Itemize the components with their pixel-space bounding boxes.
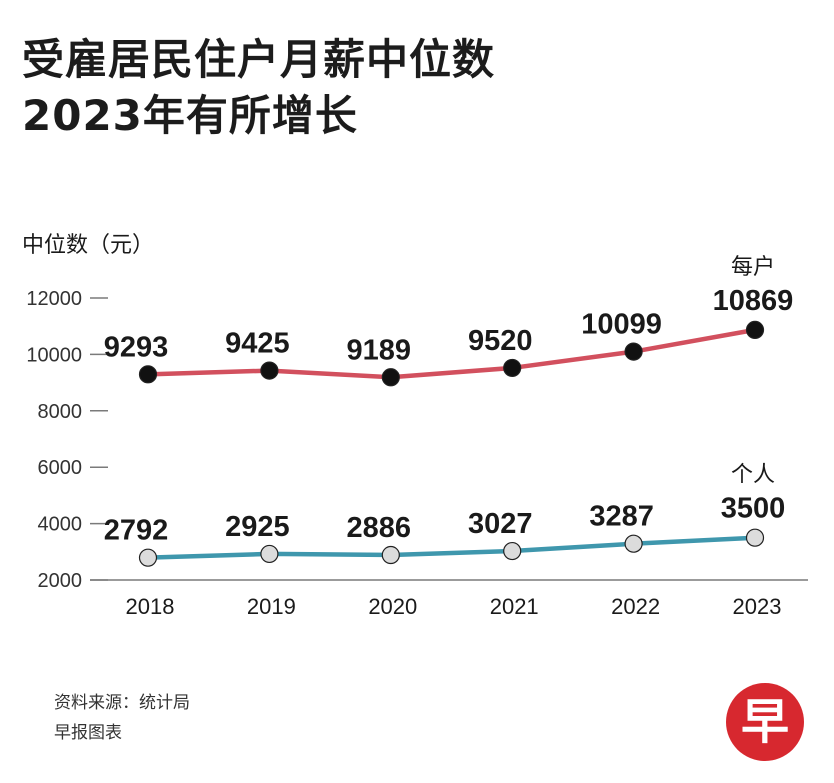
data-label: 9425	[225, 328, 290, 360]
x-tick-label: 2021	[490, 594, 539, 619]
zaobao-logo: 早	[726, 683, 804, 761]
y-tick-label: 4000	[38, 514, 83, 536]
data-label: 10869	[713, 285, 794, 317]
data-point	[624, 534, 643, 553]
y-tick-label: 6000	[38, 457, 83, 479]
footer: 资料来源：统计局 早报图表	[54, 688, 190, 748]
data-label: 3500	[721, 493, 786, 525]
data-point	[381, 545, 400, 565]
x-tick-label: 2022	[611, 594, 660, 619]
source-note: 资料来源：统计局	[54, 693, 190, 713]
data-label: 2886	[347, 512, 412, 544]
title-line-1: 受雇居民住户月薪中位数	[22, 35, 496, 84]
y-tick-label: 12000	[26, 288, 82, 310]
credit-note: 早报图表	[54, 723, 122, 743]
data-point	[260, 361, 279, 380]
series-line-individual	[145, 535, 758, 560]
series-name-label: 个人	[731, 463, 775, 488]
title-line-2: 2023年有所增长	[22, 91, 358, 140]
data-point	[138, 365, 158, 384]
y-tick-label: 10000	[26, 344, 82, 366]
data-point	[503, 358, 522, 378]
data-point	[745, 528, 765, 547]
data-label: 9189	[347, 334, 412, 366]
series-line-household	[145, 327, 758, 380]
data-label: 3287	[589, 501, 654, 533]
chart-title: 受雇居民住户月薪中位数 2023年有所增长	[22, 32, 495, 144]
series-name-label: 每户	[731, 255, 775, 280]
x-tick-label: 2019	[247, 594, 296, 619]
data-label: 9293	[104, 331, 169, 363]
x-tick-label: 2023	[733, 594, 782, 619]
y-tick-label: 2000	[38, 570, 83, 592]
data-point	[260, 544, 279, 564]
data-label: 3027	[468, 508, 533, 540]
data-label: 9520	[468, 325, 533, 357]
x-tick-label: 2018	[126, 594, 175, 619]
data-label: 2792	[104, 515, 169, 547]
y-tick-label: 8000	[38, 401, 83, 423]
data-point	[745, 320, 765, 339]
data-point	[624, 342, 643, 361]
data-label: 10099	[581, 309, 662, 341]
data-point	[138, 548, 158, 567]
data-label: 2925	[225, 511, 290, 543]
data-point	[381, 368, 400, 387]
x-tick-label: 2020	[368, 594, 417, 619]
y-axis-label: 中位数（元）	[22, 233, 154, 258]
data-point	[503, 541, 522, 561]
